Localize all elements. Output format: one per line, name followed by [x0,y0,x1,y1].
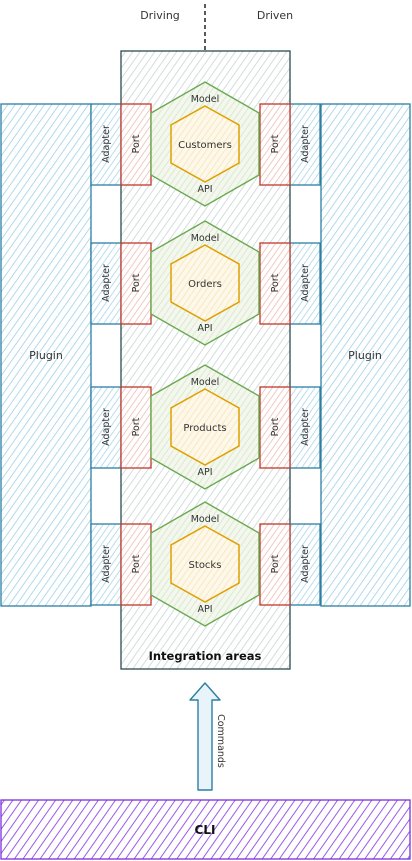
domain-name: Customers [178,140,232,151]
commands-arrow-label: Commands [215,714,226,768]
adapter-left [90,523,122,606]
hexagon-module-customers: Model Customers API Adapter Port Port Adapter [90,81,321,207]
commands-arrow [189,682,221,791]
api-label: API [197,467,212,478]
port-left-label: Port [131,273,142,292]
port-right [259,103,291,186]
adapter-right-label: Adapter [300,408,311,446]
cli-label: CLI [195,823,216,837]
plugin-left [0,103,92,607]
port-right-label: Port [270,134,281,153]
port-left [120,242,152,325]
port-right [259,386,291,469]
port-left-label: Port [131,134,142,153]
port-left-label: Port [131,554,142,573]
adapter-left-label: Adapter [101,125,112,163]
model-label: Model [191,233,220,244]
domain-name: Orders [188,279,222,290]
integration-area-label: Integration areas [149,649,262,663]
driven-label: Driven [257,9,293,22]
adapter-left-label: Adapter [101,264,112,302]
hexagon-module-stocks: Model Stocks API Adapter Port Port Adapter [90,501,321,627]
adapter-right-label: Adapter [300,125,311,163]
model-label: Model [191,377,220,388]
adapter-right [289,242,321,325]
adapter-right [289,386,321,469]
domain-hexagon [170,388,240,466]
port-right [259,242,291,325]
adapter-left [90,386,122,469]
domain-hexagon [170,244,240,322]
plugin-left-label: Plugin [29,349,63,362]
plugin-right [320,103,411,607]
adapter-left [90,242,122,325]
adapter-right [289,523,321,606]
port-right-label: Port [270,417,281,436]
api-label: API [197,184,212,195]
port-left-label: Port [131,417,142,436]
plugin-right-label: Plugin [348,349,382,362]
hexagon-module-orders: Model Orders API Adapter Port Port Adapter [90,220,321,346]
port-left [120,523,152,606]
domain-name: Stocks [189,560,222,571]
domain-hexagon [170,105,240,183]
driving-label: Driving [140,9,180,22]
adapter-right-label: Adapter [300,264,311,302]
model-label: Model [191,514,220,525]
domain-hexagon [170,525,240,603]
hexagon-module-products: Model Products API Adapter Port Port Adapter [90,364,321,490]
domain-name: Products [183,423,226,434]
adapter-right-label: Adapter [300,545,311,583]
adapter-left-label: Adapter [101,545,112,583]
api-label: API [197,604,212,615]
port-right-label: Port [270,273,281,292]
port-right-label: Port [270,554,281,573]
port-left [120,386,152,469]
model-label: Model [191,94,220,105]
cli-bar [0,799,411,860]
port-right [259,523,291,606]
api-label: API [197,323,212,334]
adapter-left-label: Adapter [101,408,112,446]
